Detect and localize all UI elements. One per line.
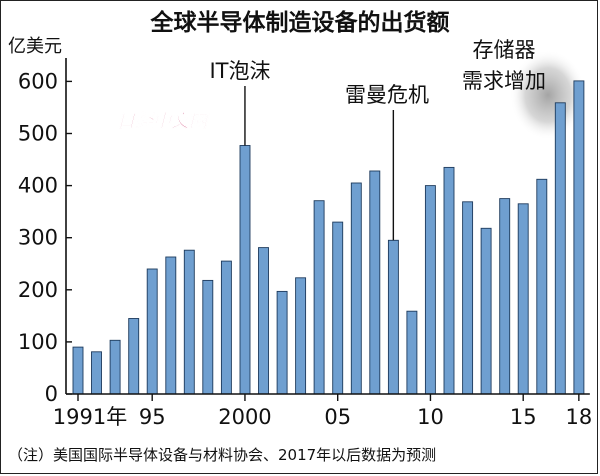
bar-2005 xyxy=(332,221,344,395)
annotation-2018-line-2: 需求增加 xyxy=(462,69,546,93)
annotation-2000-line-1: IT泡沫 xyxy=(209,59,270,83)
x-tick-label-2000: 2000 xyxy=(218,405,271,429)
watermark-logo: 日经中文网 xyxy=(117,111,210,132)
y-axis-label: 亿美元 xyxy=(8,36,62,57)
y-tick-label-0: 0 xyxy=(45,382,58,406)
bar-1992 xyxy=(91,351,102,395)
x-tick-label-2018: 18 xyxy=(565,405,592,429)
bar-1993 xyxy=(109,339,121,395)
bar-2004 xyxy=(313,200,325,395)
bar-2013 xyxy=(480,227,492,395)
y-tick-label-300: 300 xyxy=(18,226,58,250)
bar-2011 xyxy=(443,166,455,395)
x-tick-label-1995: 95 xyxy=(139,405,166,429)
bar-2006 xyxy=(350,182,362,395)
bar-1998 xyxy=(202,279,214,395)
annotation-2008-line-1: 雷曼危机 xyxy=(345,83,429,107)
bar-2017 xyxy=(554,102,566,395)
bar-1996 xyxy=(165,256,177,395)
bar-2014 xyxy=(499,198,511,395)
bar-2016 xyxy=(536,178,548,395)
bar-1995 xyxy=(146,268,158,395)
bar-1994 xyxy=(128,318,140,395)
y-tick-label-400: 400 xyxy=(18,174,58,198)
chart-title: 全球半导体制造设备的出货额 xyxy=(150,9,450,36)
y-tick-label-200: 200 xyxy=(18,278,58,302)
bar-1997 xyxy=(183,249,195,395)
x-tick-label-2010: 10 xyxy=(417,405,444,429)
y-tick-label-600: 600 xyxy=(18,69,58,93)
bar-2000 xyxy=(239,145,251,395)
annotation-2018-line-1: 存储器 xyxy=(473,38,536,62)
bar-2015 xyxy=(517,203,529,395)
highlight-glow xyxy=(510,50,586,140)
bar-2003 xyxy=(295,277,307,395)
bar-2012 xyxy=(462,201,474,395)
bar-2018 xyxy=(573,80,585,395)
bar-1999 xyxy=(220,260,232,395)
x-tick-label-1991: 1991年 xyxy=(53,405,127,429)
bar-2007 xyxy=(369,170,381,395)
bar-2001 xyxy=(258,247,269,395)
bar-2002 xyxy=(276,290,288,395)
x-tick-label-2015: 15 xyxy=(510,405,537,429)
y-tick-label-100: 100 xyxy=(18,330,58,354)
bar-1991 xyxy=(72,346,84,395)
y-tick-label-500: 500 xyxy=(18,122,58,146)
bar-2009 xyxy=(406,310,418,395)
bar-2010 xyxy=(424,185,436,395)
y-axis: 0 100 200 300 400 500 600 xyxy=(18,58,72,406)
x-tick-label-2005: 05 xyxy=(324,405,351,429)
bar-2008 xyxy=(387,239,399,395)
source-note: （注）美国国际半导体设备与材料协会、2017年以后数据为预测 xyxy=(8,446,436,464)
x-axis: 1991年 95 2000 05 10 15 18 xyxy=(53,393,592,429)
